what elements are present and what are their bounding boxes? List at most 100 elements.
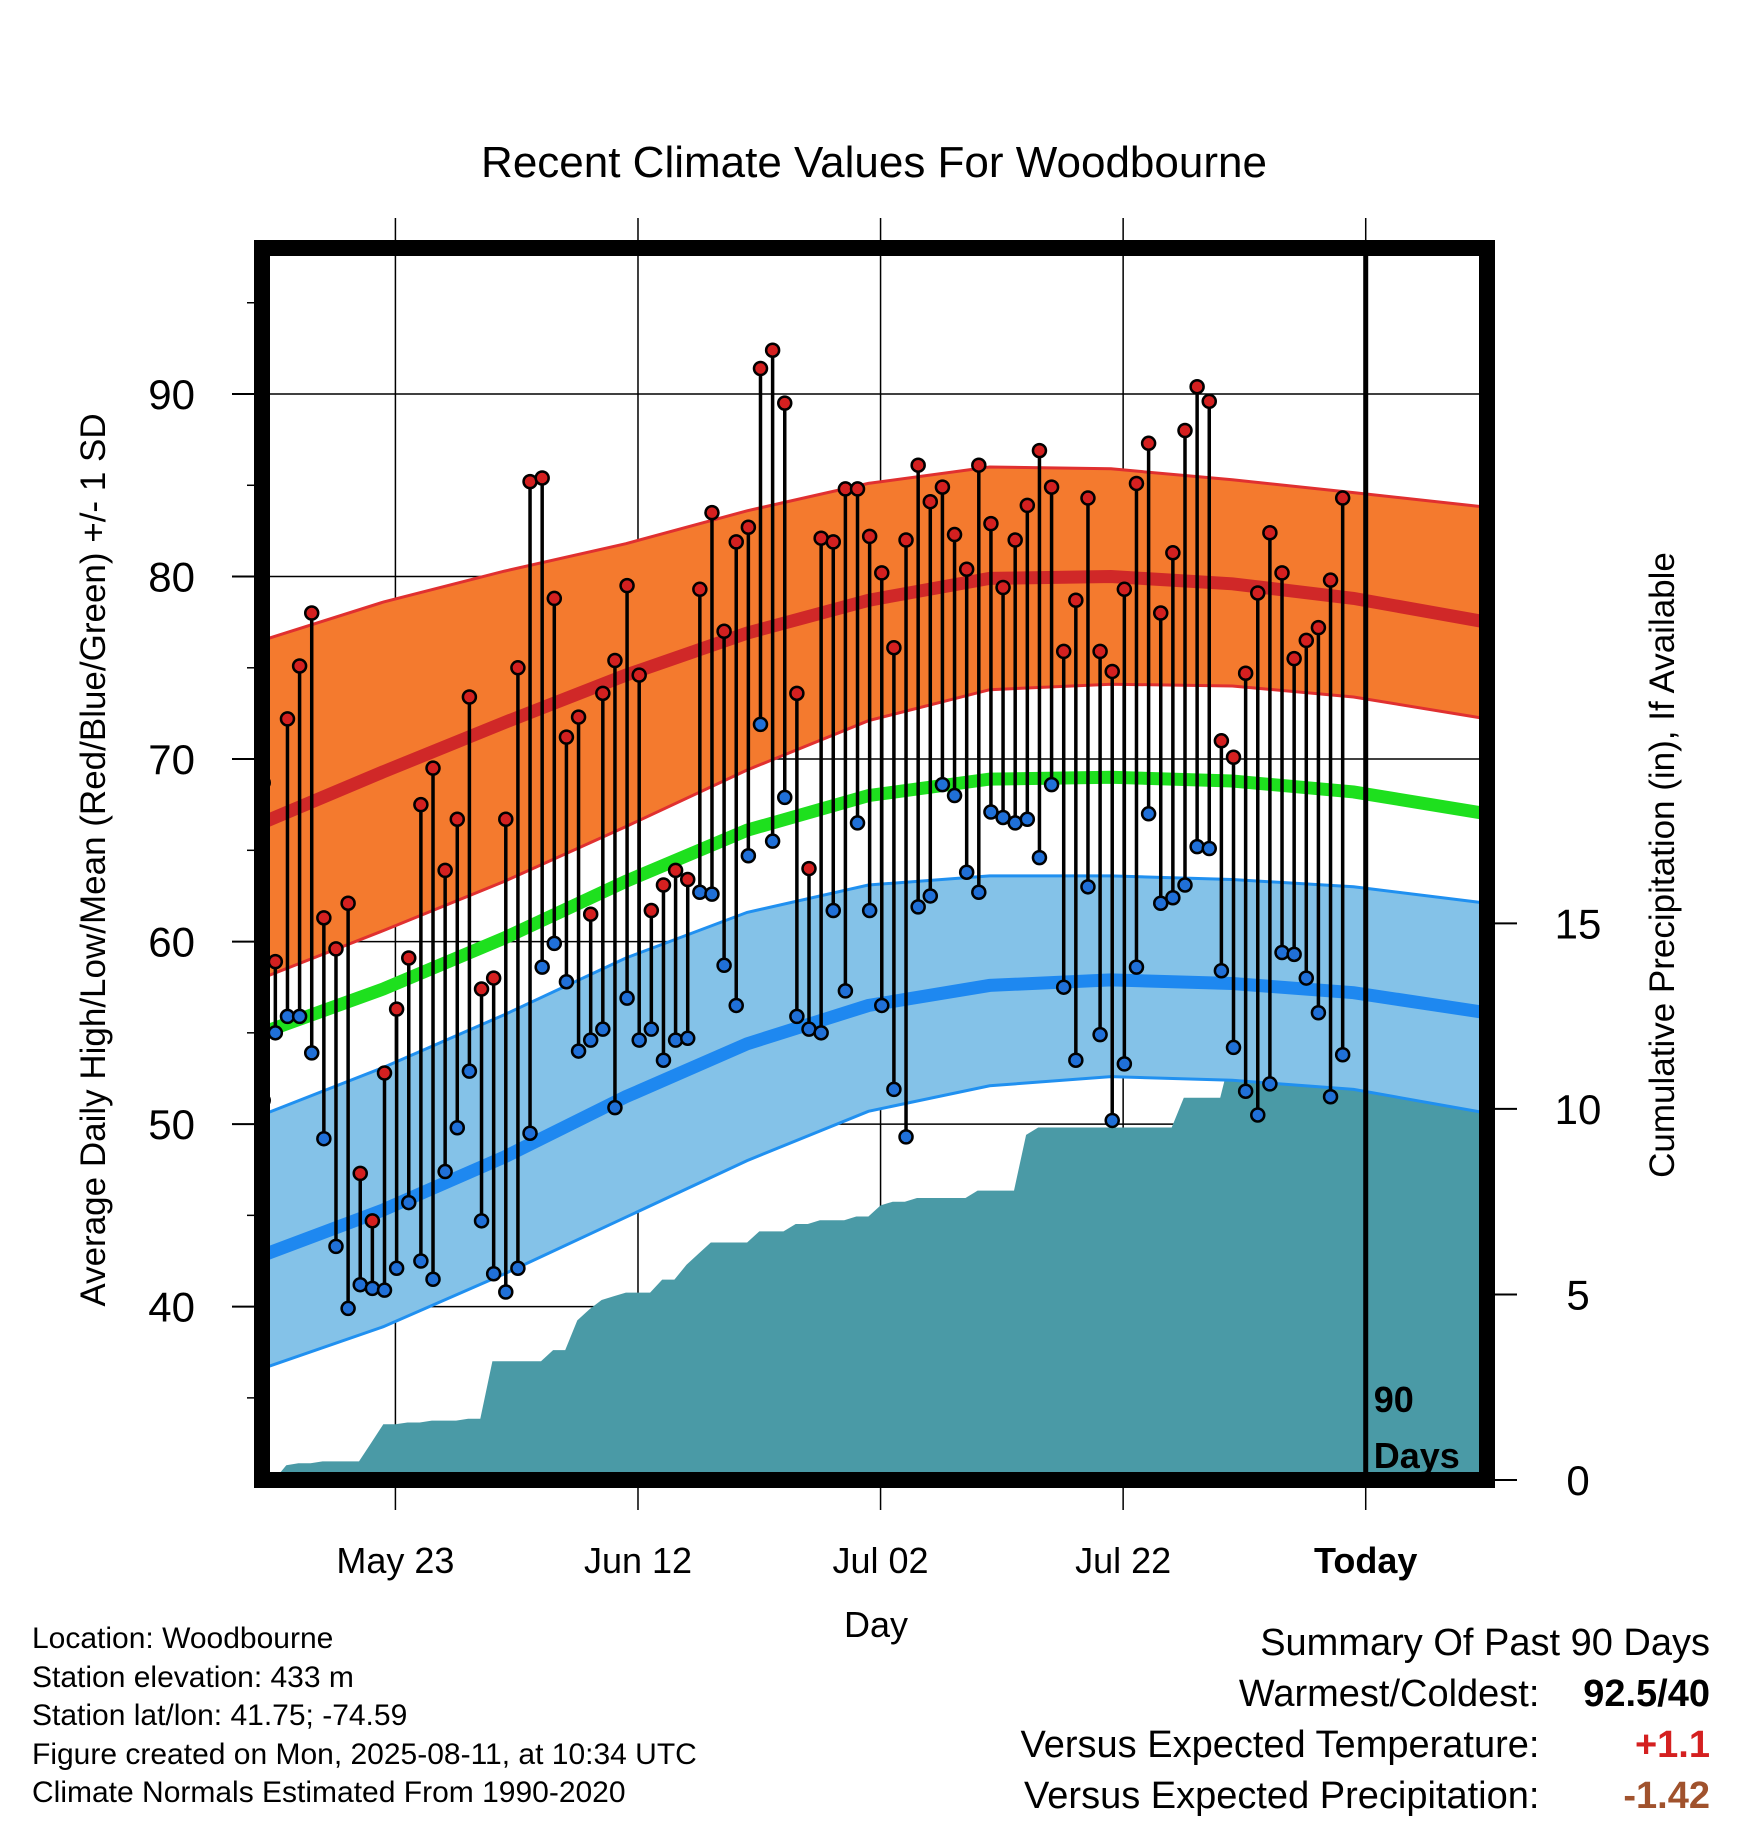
daily-low-point [1092, 1026, 1108, 1043]
daily-high-point [1019, 497, 1036, 514]
daily-low-point [837, 983, 854, 999]
daily-high-point [619, 577, 635, 594]
daily-high-point [764, 342, 781, 358]
daily-high-point [910, 457, 926, 473]
daily-low-point [958, 864, 975, 880]
daily-high-point [582, 906, 599, 922]
daily-low-point [267, 1025, 284, 1041]
daily-low-point [510, 1260, 526, 1277]
daily-high-point [1104, 663, 1120, 680]
daily-low-point [1116, 1056, 1133, 1072]
daily-low-point [752, 716, 769, 733]
daily-low-point [1055, 979, 1072, 995]
y-axis-label: Average Daily High/Low/Mean (Red/Blue/Gr… [74, 413, 113, 1306]
high-sd-band [262, 467, 1487, 979]
summary-precip-row: Versus Expected Precipitation: -1.42 [1021, 1771, 1710, 1822]
info-latlon: Station lat/lon: 41.75; -74.59 [32, 1699, 408, 1732]
daily-low-point [1237, 1083, 1254, 1099]
daily-low-point [1140, 806, 1157, 822]
daily-low-point [340, 1300, 356, 1317]
daily-low-point [485, 1266, 502, 1282]
daily-low-point [413, 1253, 429, 1269]
daily-high-point [607, 652, 623, 669]
daily-low-point [898, 1129, 914, 1145]
daily-high-point [1043, 479, 1060, 495]
daily-low-point [789, 1008, 805, 1025]
daily-low-point [849, 815, 866, 831]
daily-high-point [1068, 592, 1084, 609]
daily-high-point [874, 565, 890, 581]
x-axis-label: Day [844, 1604, 908, 1645]
temp-value: +1.1 [1634, 1724, 1710, 1766]
info-location: Location: Woodbourne [32, 1622, 334, 1655]
x-tick-label: Jul 22 [1075, 1540, 1171, 1581]
station-info: Location: Woodbourne Station elevation: … [32, 1620, 697, 1813]
daily-low-point [643, 1021, 660, 1037]
daily-high-point [376, 1065, 393, 1081]
daily-high-point [1274, 565, 1290, 581]
daily-high-point [631, 667, 647, 683]
precip-label: Versus Expected Precipitation: [1024, 1775, 1540, 1817]
daily-high-point [352, 1165, 368, 1182]
daily-high-point [1298, 632, 1315, 649]
daily-low-point [1165, 890, 1181, 906]
y2-tick-label: 15 [1555, 900, 1602, 947]
y-tick-label: 50 [148, 1101, 195, 1148]
daily-high-point [473, 981, 490, 997]
daily-low-point [934, 776, 951, 793]
daily-low-point [655, 1052, 672, 1068]
daily-low-point [825, 902, 842, 919]
daily-low-point [1201, 840, 1218, 857]
daily-low-point [922, 888, 939, 904]
daily-high-point [401, 950, 417, 966]
daily-high-point [1237, 665, 1254, 682]
daily-high-point [1334, 490, 1351, 506]
daily-low-point [449, 1119, 466, 1136]
daily-high-point [801, 860, 817, 877]
daily-low-point [473, 1213, 490, 1229]
daily-high-point [1140, 435, 1157, 452]
x-tick-label: May 23 [336, 1540, 454, 1581]
y2-tick-label: 5 [1566, 1271, 1589, 1318]
daily-low-point [1310, 1005, 1327, 1021]
daily-high-point [267, 953, 284, 970]
daily-low-point [558, 973, 575, 990]
daily-high-point [437, 862, 453, 879]
daily-high-point [1055, 643, 1072, 660]
daily-low-point [1298, 970, 1315, 986]
y2-tick-label: 10 [1555, 1086, 1602, 1133]
daily-high-point [1177, 422, 1193, 439]
daily-high-point [279, 711, 296, 727]
daily-low-point [971, 884, 987, 901]
precip-value: -1.42 [1623, 1775, 1710, 1817]
daily-low-point [631, 1032, 647, 1048]
daily-high-point [716, 623, 732, 640]
daily-low-point [1250, 1107, 1266, 1123]
daily-high-point [958, 561, 975, 577]
daily-high-point [849, 481, 866, 497]
daily-low-point [1177, 877, 1193, 893]
daily-low-point [1334, 1046, 1351, 1063]
daily-low-point [328, 1238, 344, 1255]
daily-high-point [1189, 378, 1205, 395]
daily-high-point [1225, 749, 1242, 765]
daily-low-point [461, 1063, 478, 1079]
summary-heading: Summary Of Past 90 Days [1260, 1622, 1710, 1664]
summary-box: Summary Of Past 90 Days Warmest/Coldest:… [1021, 1618, 1710, 1822]
daily-low-point [861, 902, 878, 919]
daily-high-point [546, 590, 563, 607]
daily-high-point [1152, 605, 1169, 621]
daily-low-point [704, 886, 720, 902]
daily-low-point [1322, 1088, 1339, 1105]
daily-high-point [510, 660, 526, 676]
daily-high-point [789, 685, 805, 702]
daily-high-point [740, 519, 757, 536]
daily-high-point [303, 605, 320, 621]
daily-low-point [1225, 1039, 1242, 1056]
daily-high-point [316, 910, 332, 926]
info-normals: Climate Normals Estimated From 1990-2020 [32, 1776, 626, 1809]
daily-high-point [983, 515, 999, 532]
daily-low-point [534, 959, 550, 975]
daily-high-point [1310, 619, 1327, 636]
